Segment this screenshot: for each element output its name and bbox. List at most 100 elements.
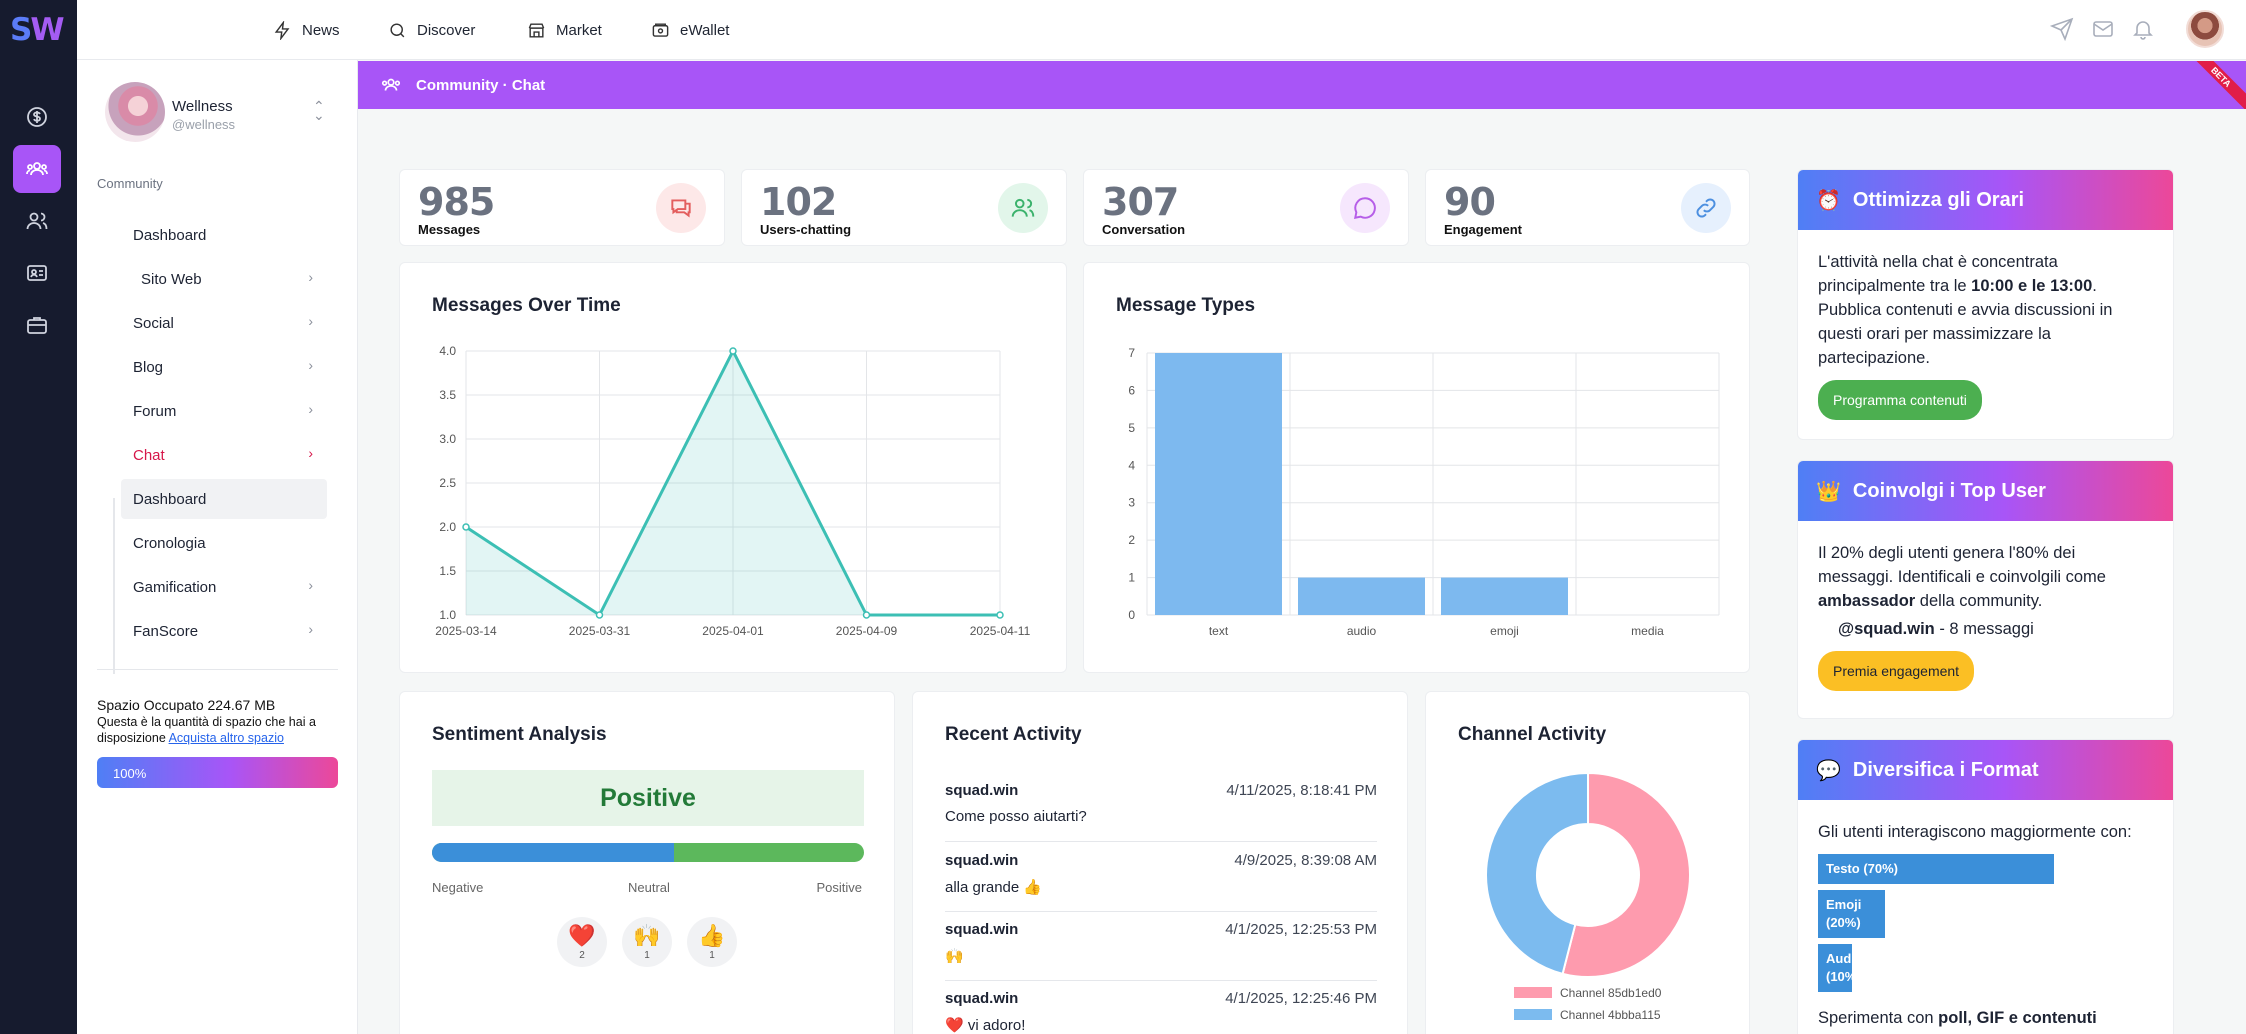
users-icon (998, 183, 1048, 233)
bell-icon[interactable] (2131, 17, 2155, 41)
reaction-heart: ❤️ 2 (557, 917, 607, 967)
sidebar-item-fanscore[interactable]: FanScore › (133, 621, 313, 640)
sentiment-bar-negative (432, 843, 674, 862)
format-share-bar: Audio (10%) (1818, 944, 1852, 992)
storage-description: Questa è la quantità di spazio che hai a… (97, 715, 316, 745)
speech-bubble-icon: 💬 (1816, 759, 1841, 782)
rail-briefcase-icon[interactable] (13, 301, 61, 349)
rail-idcard-icon[interactable] (13, 249, 61, 297)
profile-name: Wellness (172, 98, 233, 115)
user-avatar[interactable] (2186, 10, 2224, 48)
submenu-line (113, 498, 115, 674)
activity-row[interactable]: squad.win 4/1/2025, 12:25:53 PM 🙌 (945, 921, 1377, 981)
sidebar-section-title: Community (97, 176, 163, 191)
chart-card-types: Message Types 0 1 2 3 4 5 6 7 text audio emoji medi… (1083, 262, 1750, 673)
storage-title: Spazio Occupato 224.67 MB (97, 697, 276, 713)
y-tick-label: 3 (1128, 496, 1135, 510)
tip-title: Ottimizza gli Orari (1852, 188, 2025, 211)
y-tick-label: 1.5 (439, 564, 456, 578)
top-user-name: @squad.win (1838, 620, 1935, 638)
link-icon (1681, 183, 1731, 233)
sidebar-subitem-cronologia[interactable]: Cronologia (133, 535, 206, 552)
data-point (862, 611, 871, 619)
chevron-right-icon: › (308, 269, 313, 285)
card-title: Sentiment Analysis (432, 724, 607, 745)
send-icon[interactable] (2049, 17, 2074, 42)
mail-icon[interactable] (2091, 17, 2115, 41)
sidebar-item-sito-web[interactable]: Sito Web › (141, 269, 313, 288)
y-tick-label: 0 (1128, 608, 1135, 622)
x-tick-label: 2025-04-01 (702, 624, 764, 638)
tip-card-top-user: 👑 Coinvolgi i Top User Il 20% degli utent… (1797, 460, 2174, 719)
nav-market[interactable]: Market (527, 0, 602, 60)
chart-title: Messages Over Time (432, 295, 621, 316)
schedule-content-button[interactable]: Programma contenuti (1818, 380, 1982, 420)
data-point (595, 611, 604, 619)
reaction-thumbs-up: 👍 1 (687, 917, 737, 967)
y-tick-label: 2.5 (439, 476, 456, 490)
stat-value: 307 (1102, 180, 1179, 224)
x-tick-label: audio (1347, 624, 1377, 638)
chart-card-messages: Messages Over Time 1.0 1.5 2.0 2.5 3.0 3.5 4.0… (399, 262, 1067, 673)
series-area (466, 351, 1000, 615)
activity-row[interactable]: squad.win 4/11/2025, 8:18:41 PM Come posso… (945, 782, 1377, 842)
buy-storage-link[interactable]: Acquista altro spazio (168, 731, 284, 745)
profile-avatar (105, 82, 165, 142)
bolt-icon (274, 20, 290, 40)
reward-engagement-button[interactable]: Premia engagement (1818, 651, 1975, 691)
y-tick-label: 2.0 (439, 520, 456, 534)
legend-label: Channel 4bbba115 (1560, 1008, 1661, 1022)
format-share-bar: Emoji (20%) (1818, 890, 1886, 938)
legend-swatch (1514, 1009, 1552, 1020)
activity-row[interactable]: squad.win 4/1/2025, 12:25:46 PM ❤️ vi ador… (945, 990, 1377, 1034)
sidebar-item-blog[interactable]: Blog › (133, 357, 313, 376)
x-tick-label: text (1209, 624, 1229, 638)
bar (1441, 577, 1568, 615)
y-tick-label: 5 (1128, 421, 1135, 435)
profile-switch-icon[interactable]: ⌃ ⌄ (313, 98, 325, 123)
y-tick-label: 7 (1128, 346, 1135, 360)
chevron-right-icon: › (308, 445, 313, 461)
axis-label-neutral: Neutral (628, 880, 670, 895)
x-tick-label: 2025-04-09 (836, 624, 898, 638)
x-tick-label: emoji (1490, 624, 1519, 638)
pie-slice (1485, 771, 1589, 976)
nav-ewallet[interactable]: eWallet (651, 0, 729, 60)
format-share-bar: Testo (70%) (1818, 854, 2054, 884)
activity-row[interactable]: squad.win 4/9/2025, 8:39:08 AM alla grande… (945, 852, 1377, 912)
y-tick-label: 4.0 (439, 344, 456, 358)
storage-progress: 100% (97, 757, 338, 788)
y-tick-label: 3.0 (439, 432, 456, 446)
sidebar: Wellness @wellness ⌃ ⌄ Community Dashboar… (77, 60, 358, 1034)
chart-title: Channel Activity (1458, 724, 1607, 745)
app-logo[interactable]: SW (10, 12, 65, 48)
data-point (996, 611, 1004, 619)
line-chart: 1.0 1.5 2.0 2.5 3.0 3.5 4.0 2025-03-14 2025-03-3… (435, 344, 1030, 638)
axis-label-positive: Positive (816, 880, 862, 895)
sidebar-item-forum[interactable]: Forum › (133, 401, 313, 420)
tip-card-orari: ⏰ Ottimizza gli Orari L'attività nella ch… (1797, 169, 2174, 440)
stat-value: 985 (418, 180, 495, 224)
x-tick-label: 2025-03-31 (569, 624, 631, 638)
chevron-right-icon: › (308, 357, 313, 373)
sidebar-item-gamification[interactable]: Gamification › (133, 577, 313, 596)
stat-card-users: 102 Users-chatting (741, 169, 1067, 246)
sidebar-item-social[interactable]: Social › (133, 313, 313, 332)
rail-dollar-icon[interactable] (13, 93, 61, 141)
search-icon (390, 22, 405, 37)
stat-label: Messages (418, 222, 481, 237)
rail-users-icon[interactable] (13, 197, 61, 245)
axis-label-negative: Negative (432, 880, 484, 895)
x-tick-label: media (1631, 624, 1664, 638)
nav-news[interactable]: News (273, 0, 340, 60)
sidebar-item-dashboard[interactable]: Dashboard (133, 227, 207, 244)
rail-community-icon[interactable] (13, 145, 61, 193)
chevron-right-icon: › (308, 621, 313, 637)
divider (97, 669, 338, 670)
sidebar-subitem-dashboard[interactable]: Dashboard (133, 491, 207, 508)
chevron-right-icon: › (308, 577, 313, 593)
tip-card-format: 💬 Diversifica i Format Gli utenti interag… (1797, 739, 2174, 1034)
sidebar-item-chat[interactable]: Chat › (133, 445, 313, 464)
nav-discover[interactable]: Discover (388, 0, 475, 60)
store-icon (528, 22, 545, 38)
